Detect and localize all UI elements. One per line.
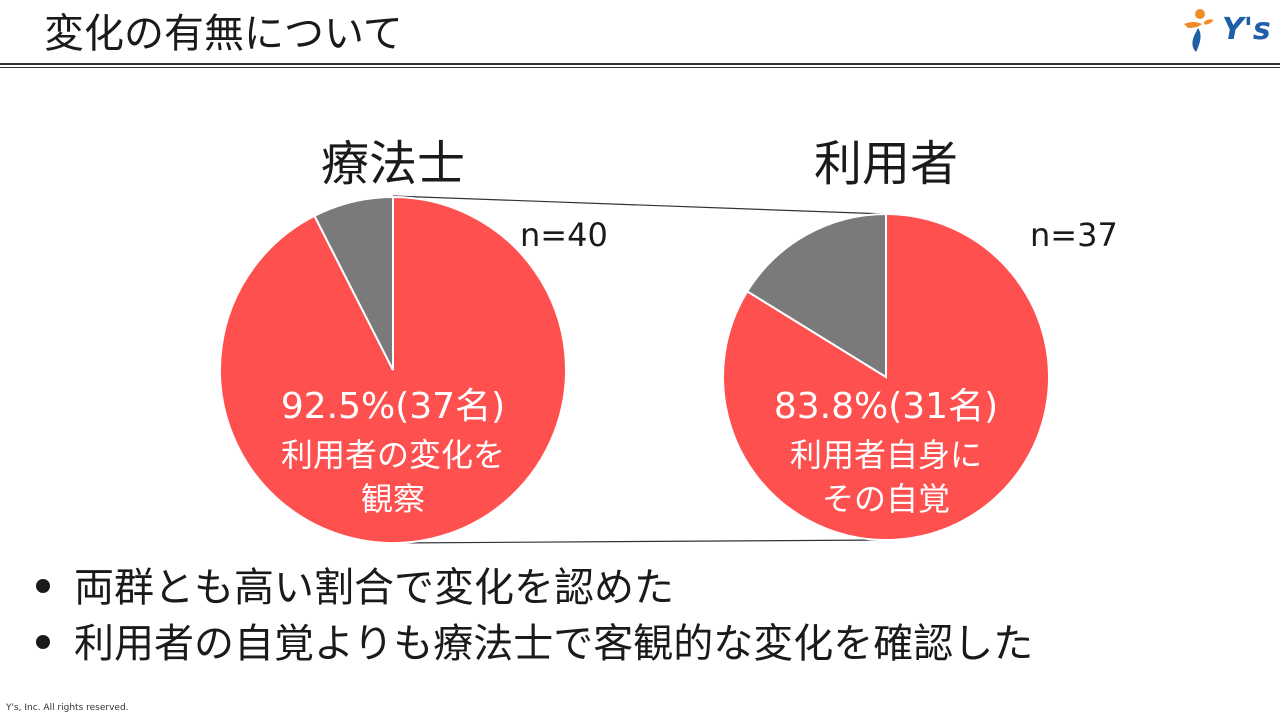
title-divider-thin [0,67,1280,68]
pie-value-label-user: 83.8%(31名) [774,386,998,427]
pie-slice-user-1 [745,212,887,379]
chart-title-therapist: 療法士 [321,136,465,192]
connector-top [392,195,887,215]
pie-chart-therapist: 療法士 n=40 92.5%(37名) 利用者の変化を 観察 [219,136,608,544]
logo-text: Y's [1222,12,1271,47]
pie-caption-line1-user: 利用者自身に [790,436,982,474]
pie-caption-line2-user: その自覚 [822,480,950,518]
logo-figure-icon [1184,9,1214,52]
bullet-text: 利用者の自覚よりも療法士で客観的な変化を確認した [74,621,1034,667]
pie-caption-line2-therapist: 観察 [361,480,425,518]
bullet-item: 両群とも高い割合で変化を認めた [30,560,1033,616]
pie-charts: 療法士 n=40 92.5%(37名) 利用者の変化を 観察 利用者 n=37 … [219,136,1118,544]
bullet-text: 両群とも高い割合で変化を認めた [74,565,674,611]
pie-chart-user: 利用者 n=37 83.8%(31名) 利用者自身に その自覚 [722,136,1118,541]
bullet-item: 利用者の自覚よりも療法士で客観的な変化を確認した [30,616,1033,672]
title-divider [0,63,1280,65]
connector-bottom [392,539,887,544]
pie-caption-line1-therapist: 利用者の変化を [281,436,505,474]
n-label-user: n=37 [1030,216,1118,254]
summary-bullets: 両群とも高い割合で変化を認めた 利用者の自覚よりも療法士で客観的な変化を確認した [30,560,1033,672]
footer-copyright: Y's, Inc. All rights reserved. [6,703,129,713]
pie-slice-therapist-1 [313,195,394,371]
bullet-dot-icon [36,635,50,649]
page-title: 変化の有無について [44,11,403,57]
n-label-therapist: n=40 [520,216,608,254]
pie-value-label-therapist: 92.5%(37名) [281,386,505,427]
bullet-dot-icon [36,579,50,593]
chart-title-user: 利用者 [814,136,958,192]
